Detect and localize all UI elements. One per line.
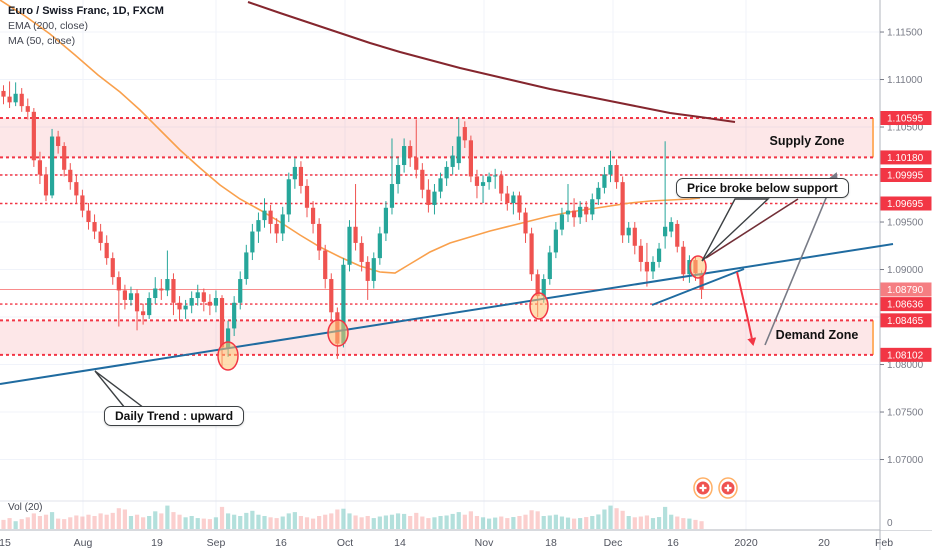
svg-text:1.11000: 1.11000 bbox=[887, 75, 923, 86]
callout-pointer-line[interactable] bbox=[705, 198, 799, 259]
svg-text:1.07000: 1.07000 bbox=[887, 455, 924, 466]
price-alert-label: 1.08465 bbox=[880, 313, 932, 328]
svg-text:1.10595: 1.10595 bbox=[887, 114, 924, 125]
svg-text:1.08102: 1.08102 bbox=[887, 350, 924, 361]
svg-text:Oct: Oct bbox=[337, 537, 353, 549]
svg-text:Aug: Aug bbox=[74, 537, 93, 549]
volume-indicator-label[interactable]: Vol (20) bbox=[8, 502, 43, 513]
svg-text:2020: 2020 bbox=[734, 537, 758, 549]
svg-text:1.08636: 1.08636 bbox=[887, 300, 924, 311]
swiss-flag-icon[interactable] bbox=[718, 477, 738, 499]
svg-text:16: 16 bbox=[667, 537, 679, 549]
svg-text:Nov: Nov bbox=[475, 537, 494, 549]
volume-zero-label: 0 bbox=[887, 518, 893, 529]
price-alert-label: 1.09995 bbox=[880, 168, 932, 182]
daily-trendline[interactable] bbox=[0, 243, 894, 385]
time-axis[interactable]: 15 Aug 19 Sep 16 Oct 14 Nov 18 Dec 16 2020 20 Feb bbox=[0, 537, 893, 549]
svg-text:18: 18 bbox=[545, 537, 557, 549]
volume-bars bbox=[1, 505, 704, 529]
supply-zone[interactable] bbox=[0, 117, 874, 159]
callout-daily-trend[interactable]: Daily Trend : upward bbox=[104, 406, 245, 426]
svg-text:1.08000: 1.08000 bbox=[887, 360, 924, 371]
svg-text:1.10500: 1.10500 bbox=[887, 123, 924, 134]
highlight-ellipse[interactable] bbox=[217, 341, 239, 371]
support-resistance-lines[interactable] bbox=[0, 174, 880, 305]
svg-text:Sep: Sep bbox=[207, 537, 226, 549]
highlight-ellipse[interactable] bbox=[689, 255, 707, 279]
price-alert-label: 1.08790 bbox=[880, 282, 932, 297]
demand-zone[interactable] bbox=[0, 319, 874, 356]
svg-text:Feb: Feb bbox=[875, 537, 893, 549]
indicator-ma50[interactable]: MA (50, close) bbox=[8, 35, 76, 47]
price-axis[interactable]: 1.11500 1.11000 1.10500 1.09500 1.09000 1.080… bbox=[879, 0, 932, 550]
indicator-ema200[interactable]: EMA (200, close) bbox=[8, 20, 88, 32]
callout-support-tail bbox=[701, 198, 770, 262]
chart-legend: Euro / Swiss Franc, 1D, FXCM EMA (200, c… bbox=[8, 4, 164, 49]
svg-text:16: 16 bbox=[275, 537, 287, 549]
minor-trendline[interactable] bbox=[651, 268, 745, 306]
svg-text:1.09500: 1.09500 bbox=[887, 218, 924, 229]
demand-zone-label[interactable]: Demand Zone bbox=[775, 328, 859, 342]
svg-text:1.09995: 1.09995 bbox=[887, 171, 924, 182]
supply-zone-label[interactable]: Supply Zone bbox=[769, 134, 845, 148]
price-alert-label: 1.10180 bbox=[880, 150, 932, 165]
svg-text:Dec: Dec bbox=[604, 537, 623, 549]
svg-text:1.10180: 1.10180 bbox=[887, 153, 924, 164]
svg-text:1.11500: 1.11500 bbox=[887, 28, 923, 39]
drop-to-demand-arrow[interactable] bbox=[736, 271, 757, 346]
price-alert-label: 1.09695 bbox=[880, 196, 932, 211]
price-alert-label: 1.08102 bbox=[880, 347, 932, 362]
svg-text:1.09695: 1.09695 bbox=[887, 199, 924, 210]
svg-text:1.08790: 1.08790 bbox=[887, 285, 924, 296]
price-alert-label: 1.08636 bbox=[880, 297, 932, 312]
price-alert-label: 1.10595 bbox=[880, 111, 932, 125]
svg-text:14: 14 bbox=[394, 537, 406, 549]
symbol-title[interactable]: Euro / Swiss Franc, 1D, FXCM bbox=[8, 5, 164, 17]
highlight-ellipse[interactable] bbox=[529, 292, 549, 320]
svg-text:15: 15 bbox=[0, 537, 11, 549]
bounce-up-arrow[interactable] bbox=[764, 172, 838, 346]
svg-text:1.07500: 1.07500 bbox=[887, 408, 924, 419]
ema200-line bbox=[247, 1, 736, 123]
svg-text:1.09000: 1.09000 bbox=[887, 265, 924, 276]
svg-text:1.08465: 1.08465 bbox=[887, 316, 924, 327]
swiss-flag-icon[interactable] bbox=[693, 477, 713, 499]
highlight-ellipse[interactable] bbox=[327, 319, 349, 347]
svg-text:19: 19 bbox=[151, 537, 163, 549]
svg-text:20: 20 bbox=[818, 537, 830, 549]
callout-price-broke-support[interactable]: Price broke below support bbox=[676, 178, 849, 198]
